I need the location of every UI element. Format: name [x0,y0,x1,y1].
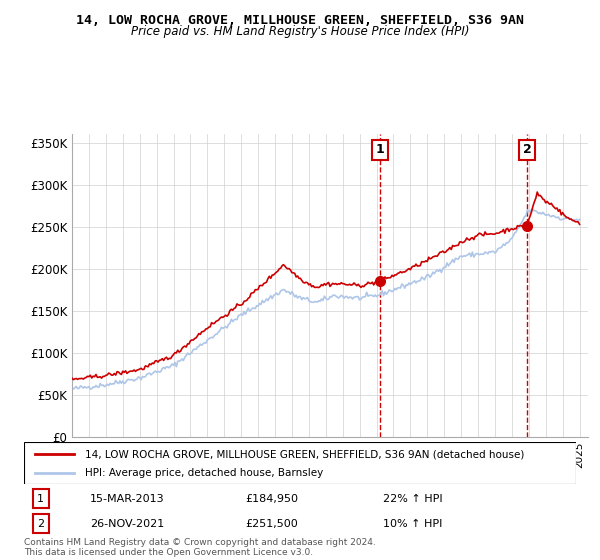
Text: 2: 2 [523,143,532,156]
Text: 26-NOV-2021: 26-NOV-2021 [90,519,164,529]
Text: 15-MAR-2013: 15-MAR-2013 [90,493,165,503]
Text: 1: 1 [376,143,384,156]
Text: Price paid vs. HM Land Registry's House Price Index (HPI): Price paid vs. HM Land Registry's House … [131,25,469,38]
Text: 2: 2 [37,519,44,529]
Text: 14, LOW ROCHA GROVE, MILLHOUSE GREEN, SHEFFIELD, S36 9AN (detached house): 14, LOW ROCHA GROVE, MILLHOUSE GREEN, SH… [85,449,524,459]
Text: HPI: Average price, detached house, Barnsley: HPI: Average price, detached house, Barn… [85,468,323,478]
Text: £184,950: £184,950 [245,493,298,503]
Text: 1: 1 [37,493,44,503]
Text: 22% ↑ HPI: 22% ↑ HPI [383,493,442,503]
Text: 14, LOW ROCHA GROVE, MILLHOUSE GREEN, SHEFFIELD, S36 9AN: 14, LOW ROCHA GROVE, MILLHOUSE GREEN, SH… [76,14,524,27]
Text: 10% ↑ HPI: 10% ↑ HPI [383,519,442,529]
FancyBboxPatch shape [24,442,576,484]
Text: Contains HM Land Registry data © Crown copyright and database right 2024.
This d: Contains HM Land Registry data © Crown c… [24,538,376,557]
Text: £251,500: £251,500 [245,519,298,529]
